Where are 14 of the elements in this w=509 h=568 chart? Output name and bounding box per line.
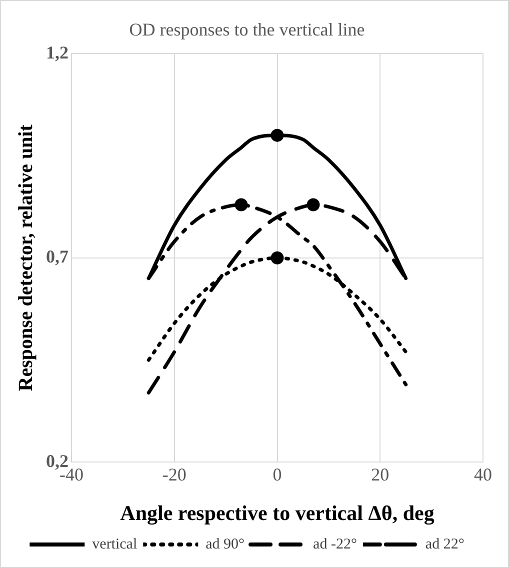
- legend-label: ad -22°: [313, 536, 357, 552]
- x-tick-label: 20: [371, 464, 390, 485]
- legend-label: ad 90°: [206, 536, 245, 552]
- x-tick-label: -20: [162, 464, 186, 485]
- chart-title: OD responses to the vertical line: [129, 20, 365, 40]
- y-axis-title: Response detector, relative unit: [15, 124, 38, 392]
- x-tick-label: 40: [474, 464, 492, 485]
- y-tick-label: 0,7: [46, 246, 68, 267]
- y-tick-label: 0,2: [46, 450, 68, 471]
- x-axis-title: Angle respective to vertical Δθ, deg: [120, 500, 435, 525]
- legend-label: ad 22°: [425, 536, 464, 552]
- y-tick-label: 1,2: [46, 42, 68, 62]
- legend-label: vertical: [92, 536, 138, 552]
- x-tick-label: 0: [272, 464, 282, 485]
